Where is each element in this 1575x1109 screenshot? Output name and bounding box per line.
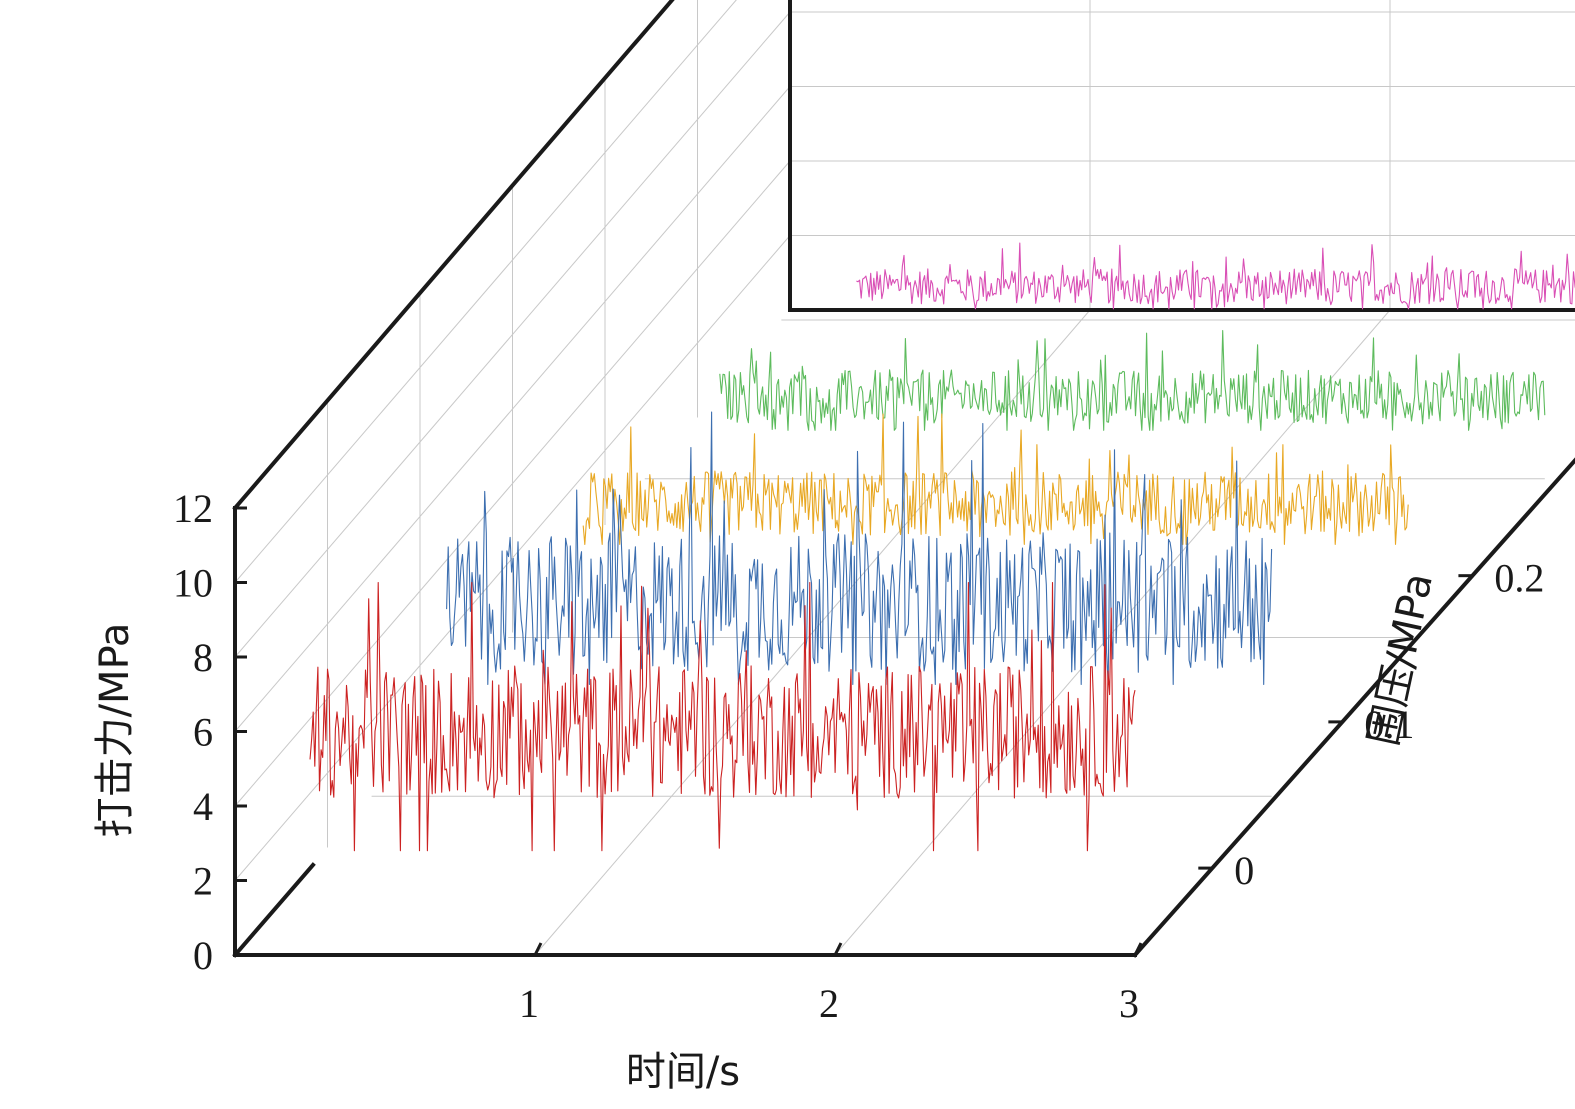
series-line-0-2 (582, 413, 1409, 545)
z-tick-label: 0.1 (1364, 702, 1414, 747)
series-line-0-3 (719, 330, 1546, 431)
z-axis-line (1132, 457, 1575, 958)
series-line-0-4 (856, 242, 1575, 310)
x-axis-title: 时间/s (626, 1049, 740, 1095)
x-tick-mark (533, 942, 543, 956)
y-tick-label: 8 (193, 635, 213, 680)
series-layer (309, 242, 1575, 852)
x-tick-label: 1 (519, 981, 539, 1026)
y-tick-label: 10 (173, 561, 213, 606)
y-tick-label: 2 (193, 859, 213, 904)
z-tick-label: 0.2 (1494, 556, 1544, 601)
y-axis-title: 打击力/MPa (92, 623, 138, 838)
y-tick-label: 0 (193, 933, 213, 978)
y-tick-label: 4 (193, 784, 213, 829)
floor-left-edge (232, 862, 316, 958)
z-axis-title: 围压/MPa (1361, 569, 1442, 750)
top-left-depth-edge (232, 0, 675, 511)
series-line-0 (309, 581, 1136, 852)
x-tick-label: 3 (1119, 981, 1139, 1026)
x-tick-label: 2 (819, 981, 839, 1026)
z-tick-label: 0 (1234, 848, 1254, 893)
y-tick-label: 6 (193, 710, 213, 755)
series-line-0-1 (446, 411, 1273, 686)
x-tick-mark (1133, 942, 1143, 956)
x-tick-mark (833, 942, 843, 956)
y-tick-label: 12 (173, 486, 213, 531)
